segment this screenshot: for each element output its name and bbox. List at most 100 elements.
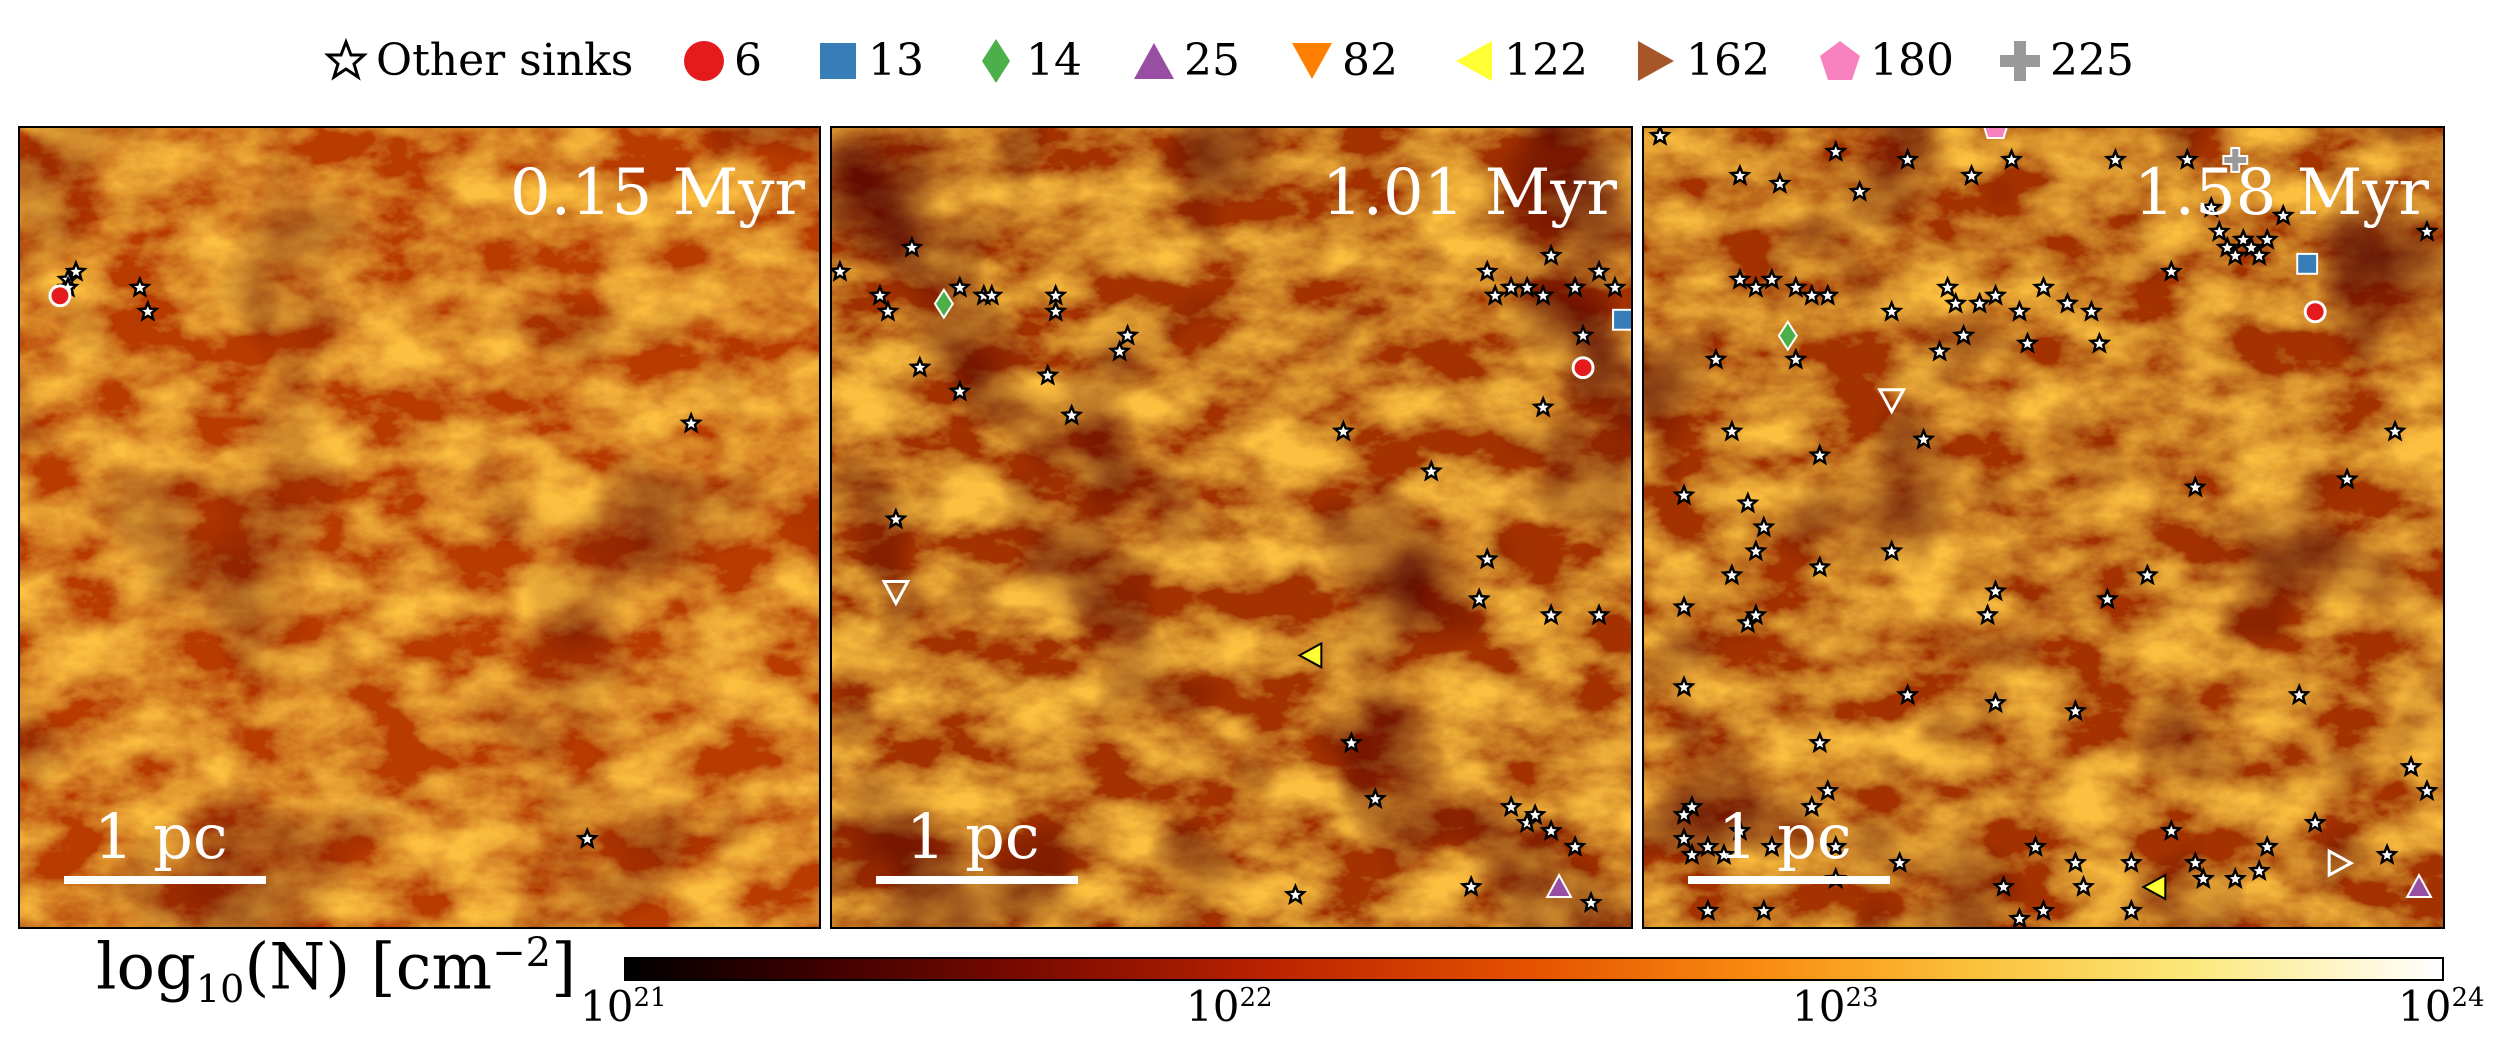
diamond-icon <box>982 39 1010 83</box>
other-sink-marker <box>1696 898 1720 921</box>
other-sink-marker <box>1579 890 1603 913</box>
legend-item-180: 180 <box>1816 26 1954 96</box>
pentagon-icon <box>1820 41 1860 80</box>
legend-item-14: 14 <box>972 26 1082 96</box>
other-sink-marker <box>1967 291 1992 314</box>
other-sink-marker <box>1539 818 1563 842</box>
other-sink-marker <box>1760 834 1784 858</box>
colorbar-tick: 1024 <box>2398 982 2485 1031</box>
other-sink-marker <box>2383 419 2407 442</box>
legend-label: 122 <box>1504 35 1588 86</box>
legend-label: 225 <box>2050 35 2134 86</box>
other-sink-marker <box>1728 818 1752 842</box>
other-sink-marker <box>1784 275 1808 298</box>
legend: Other sinks 6 13 14 25 82 122 <box>0 0 2500 120</box>
other-sink-marker <box>1999 147 2024 170</box>
other-sink-marker <box>128 275 152 298</box>
other-sink-marker <box>1587 259 1611 282</box>
other-sink-marker <box>1680 842 1704 866</box>
other-sink-marker <box>1283 882 1308 905</box>
other-sink-marker <box>2159 818 2183 842</box>
other-sink-marker <box>1880 299 1904 322</box>
other-sink-marker <box>868 283 892 306</box>
other-sink-marker <box>1816 283 1840 306</box>
other-sink-marker <box>1983 579 2008 602</box>
other-sink-marker <box>2095 587 2120 610</box>
other-sink-marker <box>1563 834 1587 858</box>
colorbar <box>624 957 2444 981</box>
other-sink-marker <box>2055 291 2080 314</box>
sink-markers <box>1648 128 2439 927</box>
other-sink-marker <box>2103 147 2127 170</box>
other-sink-marker <box>1744 275 1768 298</box>
scale-bar <box>1688 876 1890 884</box>
other-sink-marker <box>1848 179 1872 202</box>
other-sink-marker <box>1672 826 1696 850</box>
other-sink-marker <box>2191 866 2215 889</box>
other-sink-marker <box>1060 403 1084 426</box>
sink-marker-82 <box>1877 388 1907 415</box>
sink-marker-225 <box>2222 147 2249 173</box>
legend-label: 162 <box>1686 35 1770 86</box>
other-sink-marker <box>1539 243 1563 266</box>
other-sink-marker <box>2183 475 2207 498</box>
other-sink-marker <box>1523 802 1547 826</box>
sink-marker-6 <box>2303 300 2327 324</box>
other-sink-marker <box>2079 299 2104 322</box>
other-sink-marker <box>1672 802 1696 826</box>
scale-bar-label: 1 pc <box>906 800 1040 873</box>
sink-marker-13 <box>2296 252 2319 275</box>
other-sink-marker <box>2223 243 2247 266</box>
other-sink-marker <box>1991 874 2016 897</box>
other-sink-marker <box>1960 163 1984 186</box>
other-sink-marker <box>948 379 972 402</box>
square-icon <box>820 43 856 79</box>
other-sink-marker <box>2031 275 2056 298</box>
legend-label: 13 <box>868 35 924 86</box>
other-sink-marker <box>2063 850 2088 873</box>
sink-marker-122 <box>1297 641 1323 669</box>
other-sink-marker <box>1116 323 1140 346</box>
other-sink-marker <box>1768 171 1792 194</box>
triangle-up-icon <box>1134 43 1174 79</box>
time-label: 0.15 Myr <box>509 156 805 230</box>
other-sink-marker <box>1419 459 1443 482</box>
other-sink-marker <box>2255 834 2279 858</box>
other-sink-marker <box>1928 339 1952 362</box>
other-sink-marker <box>1895 147 1920 170</box>
other-sink-marker <box>1983 283 2008 306</box>
other-sink-marker <box>1975 603 2000 626</box>
other-sink-marker <box>1800 794 1824 818</box>
legend-label: 25 <box>1184 35 1240 86</box>
other-sink-marker <box>1696 834 1720 858</box>
other-sink-marker <box>575 826 599 850</box>
other-sink-marker <box>1784 347 1808 370</box>
other-sink-marker <box>2135 563 2159 586</box>
other-sink-marker <box>2119 850 2144 873</box>
other-sink-marker <box>2399 754 2423 778</box>
other-sink-marker <box>1760 267 1784 290</box>
other-sink-marker <box>1712 842 1736 866</box>
void-texture <box>832 128 1631 927</box>
scale-bar <box>64 876 266 884</box>
void-texture <box>20 128 819 927</box>
other-sink-marker <box>1935 275 1960 298</box>
other-sink-marker <box>1672 675 1696 698</box>
other-sink-marker <box>1808 555 1832 578</box>
other-sink-marker <box>2223 866 2247 889</box>
other-sink-marker <box>1475 259 1499 282</box>
other-sink-marker <box>1943 291 1968 314</box>
other-sink-marker <box>876 299 900 322</box>
other-sink-marker <box>2119 898 2144 921</box>
sink-marker-6 <box>48 284 72 308</box>
other-sink-marker <box>1587 603 1611 626</box>
other-sink-marker <box>1888 850 1912 873</box>
legend-item-162: 162 <box>1632 26 1770 96</box>
other-sink-marker <box>1459 874 1483 897</box>
other-sink-marker <box>1563 275 1587 298</box>
other-sink-marker <box>2303 810 2327 834</box>
sink-marker-82 <box>881 579 911 607</box>
sink-marker-13 <box>1612 308 1631 331</box>
other-sink-marker <box>2207 219 2231 242</box>
star-icon <box>324 37 368 81</box>
